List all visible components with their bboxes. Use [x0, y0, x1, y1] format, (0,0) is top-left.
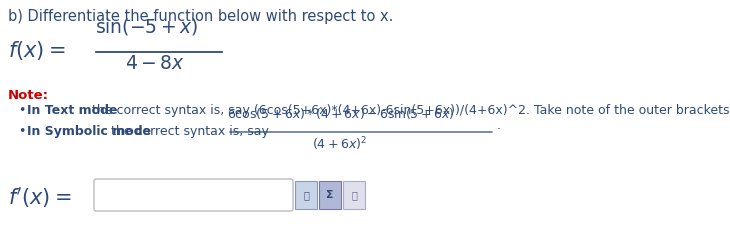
Text: In Symbolic mode: In Symbolic mode — [27, 125, 151, 138]
Text: the correct syntax is, say (6cos(5+6x)*(4+6x)-6sin(5+6x))/(4+6x)^2. Take note of: the correct syntax is, say (6cos(5+6x)*(… — [88, 104, 730, 117]
Text: b) Differentiate the function below with respect to x.: b) Differentiate the function below with… — [8, 9, 393, 24]
Text: $f'(x)=$: $f'(x)=$ — [8, 185, 72, 210]
FancyBboxPatch shape — [295, 181, 317, 209]
Text: .: . — [497, 119, 501, 132]
Text: •: • — [18, 104, 26, 117]
Text: $(4+6x)^2$: $(4+6x)^2$ — [312, 135, 367, 153]
Text: $f(x)=$: $f(x)=$ — [8, 39, 66, 62]
Text: 🔍: 🔍 — [303, 190, 309, 200]
Text: •: • — [18, 125, 26, 138]
FancyBboxPatch shape — [94, 179, 293, 211]
FancyBboxPatch shape — [343, 181, 365, 209]
Text: 📄: 📄 — [351, 190, 357, 200]
Text: In Text mode: In Text mode — [27, 104, 118, 117]
Text: Σ: Σ — [326, 190, 334, 200]
Text: Note:: Note: — [8, 89, 49, 102]
Text: $\sin(-5+x)$: $\sin(-5+x)$ — [95, 16, 199, 37]
Text: $4-8x$: $4-8x$ — [125, 54, 185, 73]
Text: $6\cos(5+6x)*(4+6x)-6\sin(5+6x)$: $6\cos(5+6x)*(4+6x)-6\sin(5+6x)$ — [227, 106, 455, 121]
FancyBboxPatch shape — [319, 181, 341, 209]
Text: the correct syntax is, say: the correct syntax is, say — [107, 125, 273, 138]
